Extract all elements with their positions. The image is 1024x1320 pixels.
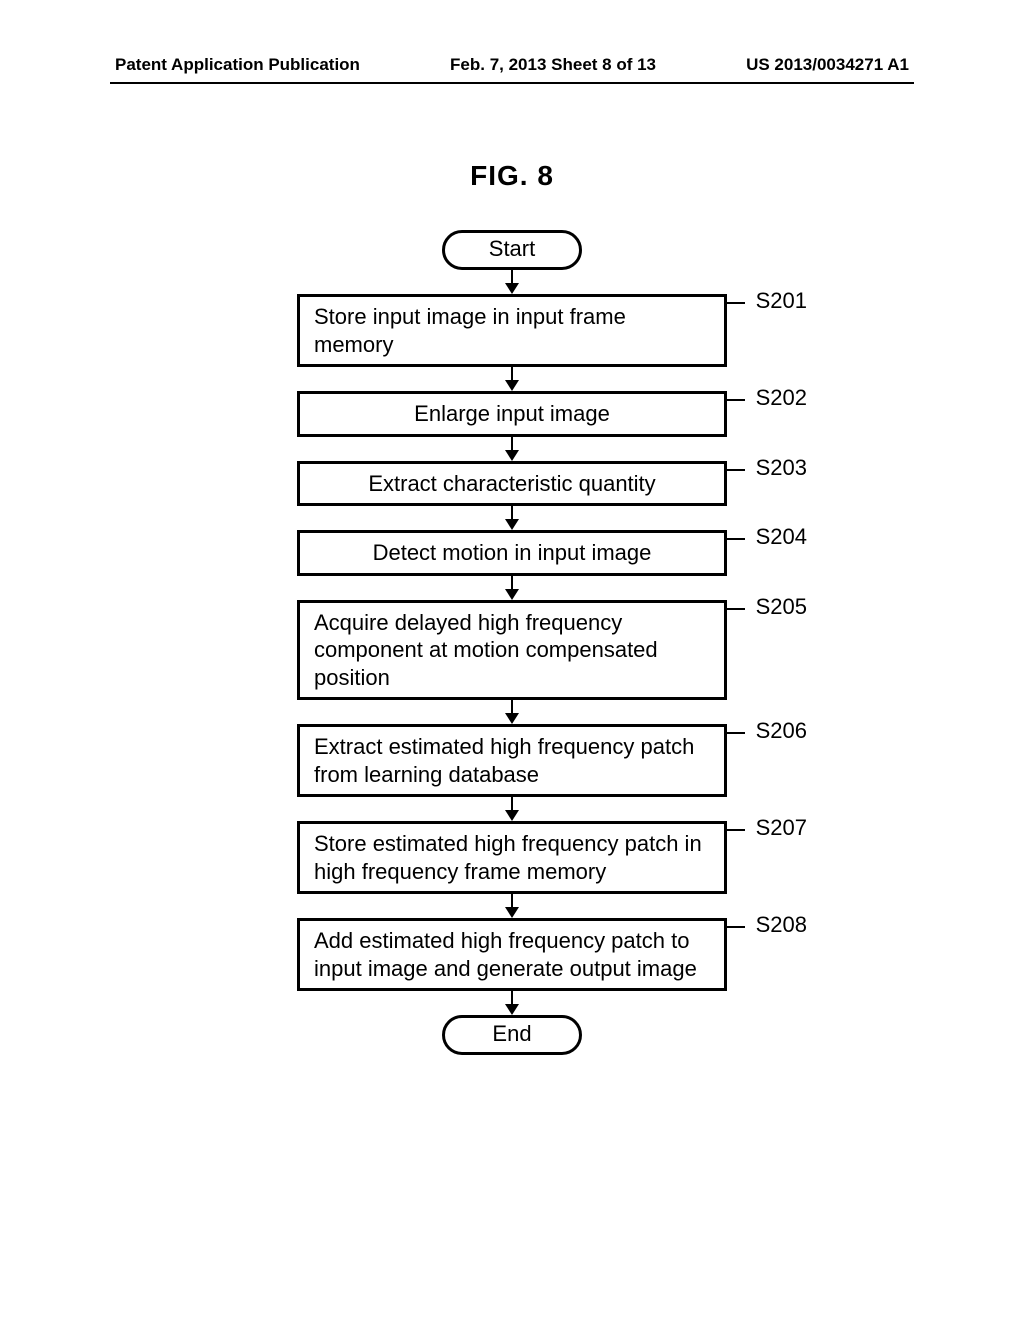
leader-line (727, 732, 745, 734)
step-s206: Extract estimated high frequency patch f… (297, 724, 727, 797)
header-right: US 2013/0034271 A1 (746, 55, 909, 75)
leader-line (727, 302, 745, 304)
page-header: Patent Application Publication Feb. 7, 2… (0, 55, 1024, 75)
step-box: Store estimated high frequency patch in … (297, 821, 727, 894)
leader-line (727, 538, 745, 540)
step-s207: Store estimated high frequency patch in … (297, 821, 727, 894)
step-s208: Add estimated high frequency patch to in… (297, 918, 727, 991)
step-box: Store input image in input frame memory (297, 294, 727, 367)
leader-line (727, 399, 745, 401)
step-label: S202 (756, 385, 807, 411)
step-box: Add estimated high frequency patch to in… (297, 918, 727, 991)
leader-line (727, 829, 745, 831)
step-box: Extract characteristic quantity (297, 461, 727, 507)
step-s201: Store input image in input frame memory … (297, 294, 727, 367)
step-label: S204 (756, 524, 807, 550)
step-label: S205 (756, 594, 807, 620)
leader-line (727, 926, 745, 928)
step-box: Extract estimated high frequency patch f… (297, 724, 727, 797)
step-label: S203 (756, 455, 807, 481)
end-terminator: End (442, 1015, 582, 1055)
step-label: S207 (756, 815, 807, 841)
leader-line (727, 469, 745, 471)
header-center: Feb. 7, 2013 Sheet 8 of 13 (450, 55, 656, 75)
step-label: S206 (756, 718, 807, 744)
step-s202: Enlarge input image S202 (297, 391, 727, 437)
header-left: Patent Application Publication (115, 55, 360, 75)
step-s203: Extract characteristic quantity S203 (297, 461, 727, 507)
step-s204: Detect motion in input image S204 (297, 530, 727, 576)
header-rule (110, 82, 914, 84)
step-box: Acquire delayed high frequency component… (297, 600, 727, 701)
step-box: Enlarge input image (297, 391, 727, 437)
leader-line (727, 608, 745, 610)
page: Patent Application Publication Feb. 7, 2… (0, 0, 1024, 1320)
step-box: Detect motion in input image (297, 530, 727, 576)
start-terminator: Start (442, 230, 582, 270)
step-s205: Acquire delayed high frequency component… (297, 600, 727, 701)
flowchart: Start Store input image in input frame m… (297, 230, 727, 1055)
figure-title: FIG. 8 (0, 160, 1024, 192)
step-label: S208 (756, 912, 807, 938)
step-label: S201 (756, 288, 807, 314)
